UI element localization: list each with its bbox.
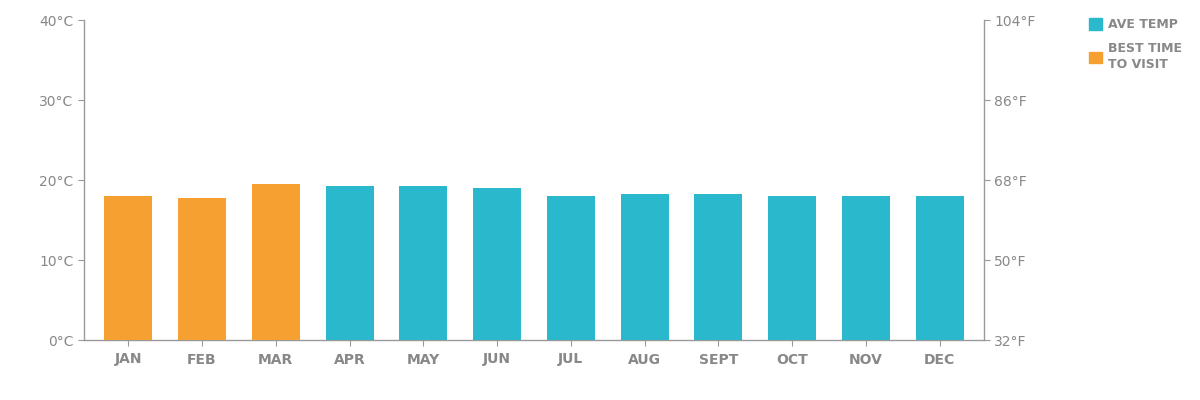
Bar [400, 186, 448, 340]
Bar [104, 196, 152, 340]
Bar [842, 196, 890, 340]
Bar [695, 194, 743, 340]
Bar [916, 196, 964, 340]
Bar [547, 196, 595, 340]
Bar [473, 188, 521, 340]
Legend: AVE TEMP, BEST TIME
TO VISIT: AVE TEMP, BEST TIME TO VISIT [1090, 18, 1182, 70]
Bar [325, 186, 373, 340]
Bar [768, 196, 816, 340]
Bar [178, 198, 226, 340]
Bar [620, 194, 668, 340]
Bar [252, 184, 300, 340]
